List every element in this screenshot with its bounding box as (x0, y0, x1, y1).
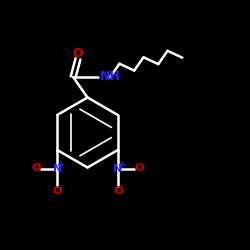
Text: +: + (57, 160, 65, 170)
Text: O: O (73, 47, 83, 60)
Text: ⁻: ⁻ (120, 183, 125, 193)
Text: O: O (52, 186, 62, 196)
Text: N: N (52, 164, 62, 173)
Text: NH: NH (100, 70, 120, 83)
Text: N: N (113, 164, 122, 173)
Text: O: O (31, 163, 41, 173)
Text: O: O (134, 163, 144, 173)
Text: +: + (118, 160, 126, 170)
Text: ⁻: ⁻ (59, 183, 64, 193)
Text: O: O (113, 186, 122, 196)
